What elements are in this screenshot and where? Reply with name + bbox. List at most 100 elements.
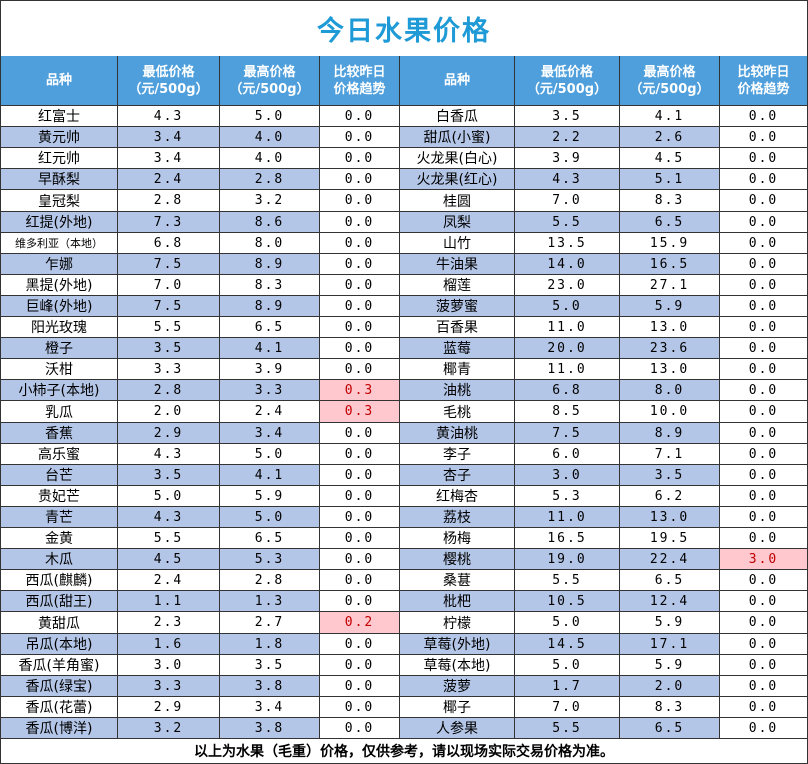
column-header: 比较昨日 价格趋势 <box>720 56 808 106</box>
price: 2.6 <box>620 127 720 148</box>
price: 5.9 <box>220 486 320 507</box>
price: 3.5 <box>118 338 220 359</box>
price: 6.2 <box>620 486 720 507</box>
price-trend: 0.0 <box>320 655 400 676</box>
price: 10.5 <box>515 591 620 612</box>
price-trend: 0.0 <box>720 486 808 507</box>
price-trend: 0.0 <box>320 528 400 549</box>
price-trend: 0.0 <box>720 275 808 296</box>
price-trend: 0.0 <box>320 254 400 275</box>
price-trend: 0.0 <box>320 359 400 380</box>
price: 5.0 <box>515 612 620 634</box>
price: 8.3 <box>620 190 720 212</box>
price: 8.0 <box>620 380 720 401</box>
price: 7.5 <box>515 423 620 444</box>
price: 8.3 <box>220 275 320 296</box>
fruit-name: 红元帅 <box>0 148 118 169</box>
price-trend: 0.0 <box>320 423 400 444</box>
header-line: 最低价格 <box>540 64 593 80</box>
price-trend: 0.0 <box>720 528 808 549</box>
price-trend: 0.0 <box>320 317 400 338</box>
fruit-name: 香瓜(花蕾) <box>0 697 118 718</box>
price-trend: 0.3 <box>320 380 400 401</box>
price: 16.5 <box>620 254 720 275</box>
price: 4.3 <box>515 169 620 190</box>
fruit-name: 油桃 <box>400 380 515 401</box>
price: 7.3 <box>118 212 220 233</box>
price-trend: 0.0 <box>720 570 808 591</box>
price-trend: 0.0 <box>320 591 400 612</box>
fruit-name: 白香瓜 <box>400 106 515 127</box>
price: 7.5 <box>118 296 220 317</box>
price: 2.8 <box>220 570 320 591</box>
fruit-name: 甜瓜(小蜜) <box>400 127 515 148</box>
price: 3.0 <box>118 655 220 676</box>
price: 3.3 <box>118 676 220 697</box>
price: 6.0 <box>515 444 620 465</box>
fruit-name: 吊瓜(本地) <box>0 634 118 655</box>
price: 6.5 <box>220 317 320 338</box>
price: 3.5 <box>220 655 320 676</box>
price: 2.9 <box>118 697 220 718</box>
price-trend: 0.2 <box>320 612 400 634</box>
price-trend: 0.0 <box>320 570 400 591</box>
price-trend: 0.0 <box>320 697 400 718</box>
fruit-name: 橙子 <box>0 338 118 359</box>
fruit-name: 香瓜(羊角蜜) <box>0 655 118 676</box>
price-trend: 0.0 <box>720 465 808 486</box>
price: 13.0 <box>620 317 720 338</box>
price-trend: 0.0 <box>720 634 808 655</box>
price: 14.0 <box>515 254 620 275</box>
fruit-name: 桂圆 <box>400 190 515 212</box>
price: 19.0 <box>515 549 620 570</box>
fruit-name: 贵妃芒 <box>0 486 118 507</box>
price-trend: 0.0 <box>320 444 400 465</box>
fruit-name: 人参果 <box>400 718 515 739</box>
price: 2.4 <box>118 570 220 591</box>
title: 今日水果价格 <box>0 0 808 57</box>
price: 20.0 <box>515 338 620 359</box>
fruit-name: 杨梅 <box>400 528 515 549</box>
price: 1.8 <box>220 634 320 655</box>
fruit-name: 毛桃 <box>400 401 515 423</box>
price: 2.0 <box>118 401 220 423</box>
fruit-name: 乍娜 <box>0 254 118 275</box>
price-trend: 0.0 <box>720 296 808 317</box>
price-trend: 0.0 <box>320 465 400 486</box>
price-trend: 0.0 <box>720 212 808 233</box>
fruit-name: 柠檬 <box>400 612 515 634</box>
fruit-name: 香蕉 <box>0 423 118 444</box>
price-trend: 0.0 <box>320 148 400 169</box>
price: 12.4 <box>620 591 720 612</box>
price: 2.2 <box>515 127 620 148</box>
price: 1.3 <box>220 591 320 612</box>
fruit-name: 桑葚 <box>400 570 515 591</box>
price: 2.0 <box>620 676 720 697</box>
price: 5.0 <box>515 296 620 317</box>
price-trend: 0.0 <box>720 676 808 697</box>
price: 4.1 <box>220 465 320 486</box>
price: 2.9 <box>118 423 220 444</box>
price: 22.4 <box>620 549 720 570</box>
price: 3.5 <box>118 465 220 486</box>
price: 5.1 <box>620 169 720 190</box>
price: 3.3 <box>220 380 320 401</box>
price: 4.0 <box>220 127 320 148</box>
price-trend: 0.0 <box>320 212 400 233</box>
fruit-name: 红梅杏 <box>400 486 515 507</box>
price: 6.8 <box>515 380 620 401</box>
fruit-name: 火龙果(红心) <box>400 169 515 190</box>
fruit-name: 木瓜 <box>0 549 118 570</box>
column-header: 品种 <box>400 56 515 106</box>
price: 5.5 <box>515 718 620 739</box>
fruit-name: 黄甜瓜 <box>0 612 118 634</box>
price: 2.8 <box>220 169 320 190</box>
fruit-name: 西瓜(甜王) <box>0 591 118 612</box>
fruit-name: 皇冠梨 <box>0 190 118 212</box>
price-trend: 0.0 <box>320 275 400 296</box>
price: 27.1 <box>620 275 720 296</box>
price-trend: 0.0 <box>720 401 808 423</box>
column-header: 最高价格 （元/500g） <box>620 56 720 106</box>
fruit-name: 早酥梨 <box>0 169 118 190</box>
price: 5.0 <box>220 507 320 528</box>
